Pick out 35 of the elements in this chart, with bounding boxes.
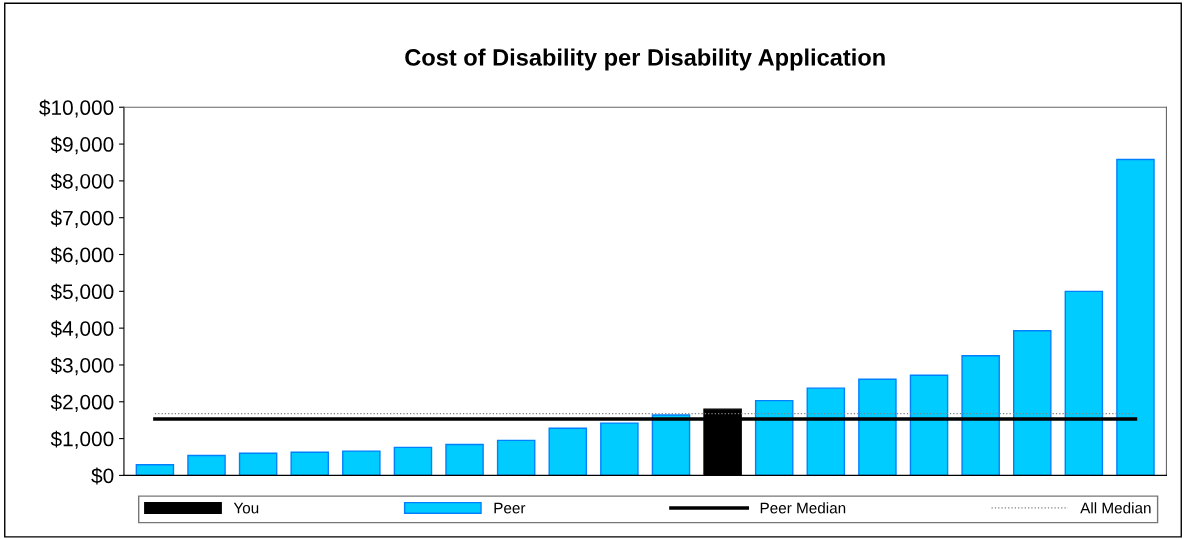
- bar: [1012, 330, 1052, 476]
- bar: [548, 427, 588, 476]
- bar: [600, 422, 639, 476]
- bar: [187, 454, 226, 476]
- bar: [909, 374, 949, 476]
- bar: [238, 452, 278, 476]
- legend-label: All Median: [1080, 502, 1151, 514]
- y-tick-label: $0: [91, 467, 114, 485]
- y-tick-label: $4,000: [50, 320, 114, 339]
- y-tick-label: $10,000: [39, 99, 114, 118]
- bar: [1064, 290, 1104, 476]
- y-tick-label: $7,000: [50, 209, 114, 228]
- bar: [393, 446, 433, 476]
- legend-label: You: [233, 502, 259, 514]
- chart-title: Cost of Disability per Disability Application: [405, 48, 885, 71]
- bar: [858, 378, 897, 476]
- y-tick-label: $8,000: [50, 173, 114, 192]
- y-tick-label: $5,000: [50, 283, 114, 302]
- bar: [806, 387, 846, 476]
- bar: [496, 439, 536, 476]
- bar: [651, 414, 691, 476]
- bar: [1116, 158, 1155, 476]
- legend-label: Peer: [494, 502, 526, 514]
- y-tick-label: $3,000: [50, 357, 114, 376]
- legend-label: Peer Median: [760, 502, 846, 514]
- y-tick-label: $2,000: [50, 393, 114, 412]
- bar: [290, 451, 330, 476]
- bar: [135, 464, 175, 476]
- y-tick-label: $6,000: [50, 246, 114, 265]
- y-tick-label: $9,000: [50, 136, 114, 155]
- bar: [754, 399, 794, 476]
- bar: [342, 450, 381, 476]
- bar: [961, 355, 1000, 476]
- y-tick-label: $1,000: [50, 430, 114, 449]
- bar: [445, 443, 484, 476]
